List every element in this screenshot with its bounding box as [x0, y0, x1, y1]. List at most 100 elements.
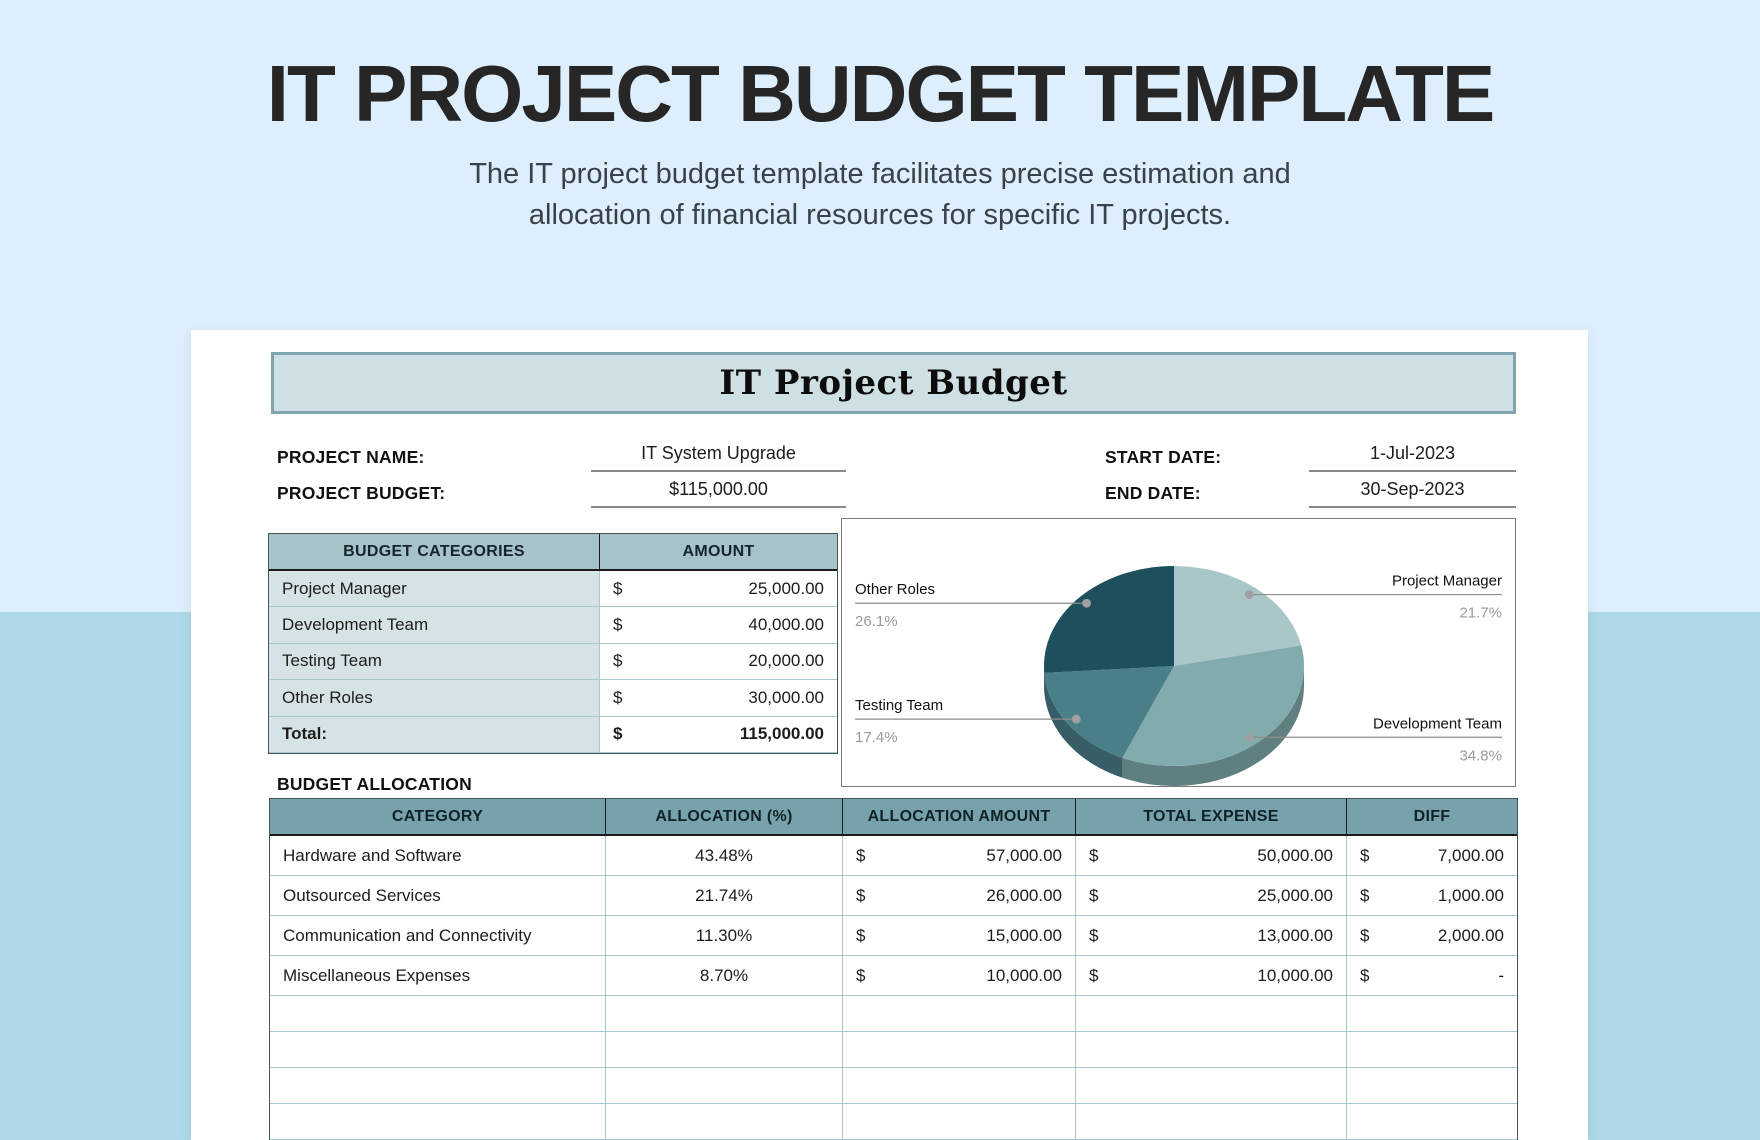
currency-symbol: $ — [1089, 845, 1099, 865]
currency-symbol: $ — [856, 885, 866, 905]
empty-cell[interactable] — [606, 996, 843, 1032]
currency-symbol: $ — [856, 845, 866, 865]
svg-text:26.1%: 26.1% — [855, 613, 898, 630]
alloc-row-pct[interactable]: 8.70% — [606, 956, 843, 996]
page-subtitle-line1: The IT project budget template facilitat… — [469, 158, 1291, 190]
project-name-label: PROJECT NAME: — [277, 447, 425, 467]
empty-cell[interactable] — [1076, 1032, 1347, 1068]
empty-cell[interactable] — [1347, 1104, 1517, 1140]
amount-value: 25,000.00 — [748, 578, 824, 598]
spreadsheet-card: IT Project Budget PROJECT NAME: IT Syste… — [191, 330, 1588, 1140]
amount-value: 13,000.00 — [1257, 925, 1333, 945]
amount-value: 1,000.00 — [1437, 885, 1504, 905]
budget-allocation-table: CATEGORY ALLOCATION (%) ALLOCATION AMOUN… — [269, 798, 1518, 1140]
empty-cell[interactable] — [843, 1068, 1076, 1104]
alloc-row-diff[interactable]: $2,000.00 — [1347, 916, 1517, 956]
amount-value: 30,000.00 — [748, 687, 824, 707]
empty-cell[interactable] — [606, 1068, 843, 1104]
empty-cell[interactable] — [270, 1068, 606, 1104]
currency-symbol: $ — [856, 965, 866, 985]
pie-chart: Project Manager 21.7% Development Team 34.8… — [855, 566, 1502, 786]
alloc-row-expense[interactable]: $13,000.00 — [1076, 916, 1347, 956]
alloc-row-diff[interactable]: $ - — [1347, 956, 1517, 996]
svg-text:34.8%: 34.8% — [1459, 747, 1502, 764]
page-subtitle: The IT project budget template facilitat… — [0, 154, 1760, 236]
alloc-row-diff[interactable]: $1,000.00 — [1347, 876, 1517, 916]
alloc-row-pct[interactable]: 11.30% — [606, 916, 843, 956]
budget-row-category[interactable]: Development Team — [269, 607, 600, 644]
alloc-row-category[interactable]: Outsourced Services — [270, 876, 606, 916]
empty-cell[interactable] — [270, 1032, 606, 1068]
alloc-row-diff[interactable]: $7,000.00 — [1347, 836, 1517, 876]
alloc-row-expense[interactable]: $25,000.00 — [1076, 876, 1347, 916]
empty-cell[interactable] — [1347, 1032, 1517, 1068]
alloc-row-amount[interactable]: $26,000.00 — [843, 876, 1076, 916]
empty-cell[interactable] — [1076, 996, 1347, 1032]
amount-value: 2,000.00 — [1437, 925, 1504, 945]
budget-table-header-amount: AMOUNT — [600, 534, 837, 571]
amount-value: 40,000.00 — [748, 615, 824, 635]
currency-symbol: $ — [613, 651, 623, 671]
alloc-row-category[interactable]: Miscellaneous Expenses — [270, 956, 606, 996]
svg-text:Project Manager: Project Manager — [1392, 573, 1502, 590]
currency-symbol: $ — [1360, 885, 1370, 905]
end-date-value[interactable]: 30-Sep-2023 — [1309, 479, 1516, 508]
start-date-value[interactable]: 1-Jul-2023 — [1309, 443, 1516, 472]
end-date-label: END DATE: — [1105, 483, 1201, 503]
budget-total-amount[interactable]: $115,000.00 — [600, 716, 837, 753]
svg-text:17.4%: 17.4% — [855, 729, 898, 746]
currency-symbol: $ — [613, 578, 623, 598]
amount-value: - — [1498, 965, 1504, 985]
empty-cell[interactable] — [606, 1032, 843, 1068]
svg-text:Other Roles: Other Roles — [855, 581, 935, 598]
currency-symbol: $ — [856, 925, 866, 945]
alloc-row-expense[interactable]: $10,000.00 — [1076, 956, 1347, 996]
budget-total-label[interactable]: Total: — [269, 716, 600, 753]
alloc-row-amount[interactable]: $57,000.00 — [843, 836, 1076, 876]
currency-symbol: $ — [613, 724, 623, 744]
budget-row-category[interactable]: Project Manager — [269, 571, 600, 608]
empty-cell[interactable] — [270, 996, 606, 1032]
empty-cell[interactable] — [1347, 1068, 1517, 1104]
alloc-row-pct[interactable]: 21.74% — [606, 876, 843, 916]
amount-value: 57,000.00 — [986, 845, 1062, 865]
alloc-row-amount[interactable]: $15,000.00 — [843, 916, 1076, 956]
amount-value: 15,000.00 — [986, 925, 1062, 945]
empty-cell[interactable] — [843, 1032, 1076, 1068]
amount-value: 10,000.00 — [1257, 965, 1333, 985]
project-budget-label: PROJECT BUDGET: — [277, 483, 446, 503]
page-title: IT PROJECT BUDGET TEMPLATE — [266, 49, 1496, 138]
amount-value: 7,000.00 — [1437, 845, 1504, 865]
empty-cell[interactable] — [606, 1104, 843, 1140]
amount-value: 115,000.00 — [739, 724, 824, 744]
empty-cell[interactable] — [270, 1104, 606, 1140]
empty-cell[interactable] — [843, 996, 1076, 1032]
budget-row-amount[interactable]: $20,000.00 — [600, 643, 837, 681]
budget-row-amount[interactable]: $30,000.00 — [600, 680, 837, 717]
budget-categories-table: BUDGET CATEGORIES AMOUNT Project Manager… — [268, 533, 838, 754]
empty-cell[interactable] — [1347, 996, 1517, 1032]
empty-cell[interactable] — [843, 1104, 1076, 1140]
svg-text:Testing Team: Testing Team — [855, 697, 943, 714]
project-name-value[interactable]: IT System Upgrade — [591, 443, 846, 472]
start-date-label: START DATE: — [1105, 447, 1222, 467]
alloc-row-expense[interactable]: $50,000.00 — [1076, 836, 1347, 876]
currency-symbol: $ — [1089, 925, 1099, 945]
budget-row-amount[interactable]: $25,000.00 — [600, 571, 837, 608]
empty-cell[interactable] — [1076, 1104, 1347, 1140]
alloc-header-diff: DIFF — [1347, 799, 1517, 836]
budget-row-amount[interactable]: $40,000.00 — [600, 607, 837, 644]
alloc-row-amount[interactable]: $10,000.00 — [843, 956, 1076, 996]
alloc-row-category[interactable]: Hardware and Software — [270, 836, 606, 876]
currency-symbol: $ — [613, 687, 623, 707]
sheet-heading-box: IT Project Budget — [271, 352, 1516, 414]
budget-row-category[interactable]: Testing Team — [269, 643, 600, 681]
budget-row-category[interactable]: Other Roles — [269, 680, 600, 717]
currency-symbol: $ — [1089, 965, 1099, 985]
alloc-row-pct[interactable]: 43.48% — [606, 836, 843, 876]
amount-value: 25,000.00 — [1257, 885, 1333, 905]
project-budget-value[interactable]: $115,000.00 — [591, 479, 846, 508]
empty-cell[interactable] — [1076, 1068, 1347, 1104]
alloc-row-category[interactable]: Communication and Connectivity — [270, 916, 606, 956]
